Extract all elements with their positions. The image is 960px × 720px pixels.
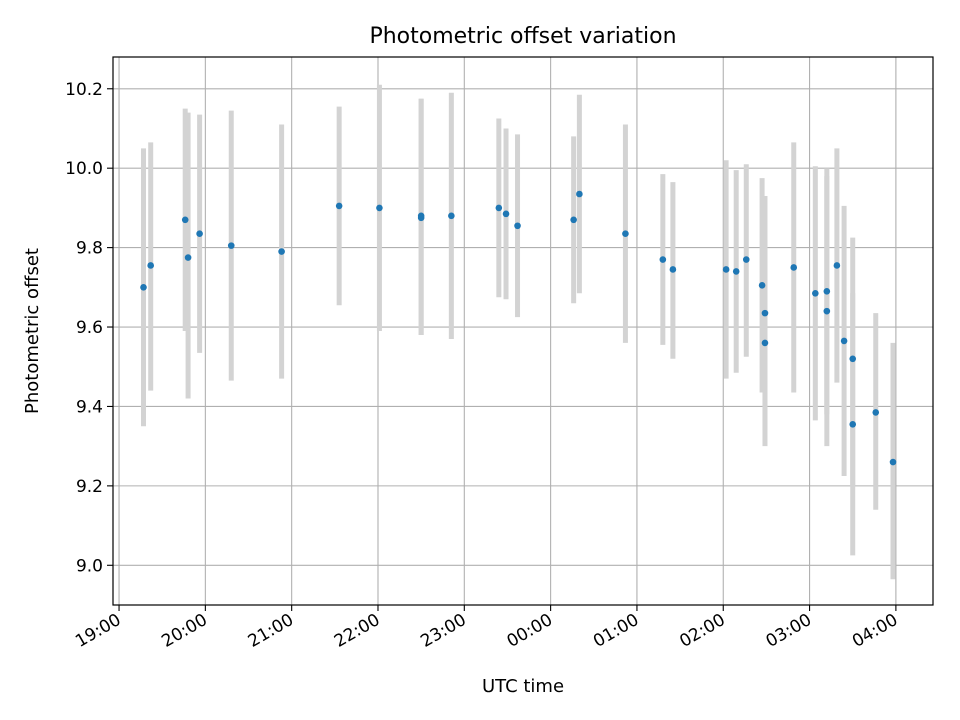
data-point [495, 204, 503, 212]
data-point [761, 339, 769, 347]
data-point [335, 202, 343, 210]
y-axis-label: Photometric offset [22, 248, 43, 414]
grid-lines [113, 57, 933, 605]
data-point [140, 284, 147, 291]
data-point [833, 262, 841, 269]
data-point [823, 287, 831, 295]
data-point [147, 262, 154, 269]
data-point [849, 421, 857, 428]
data-point [758, 282, 766, 289]
y-tick-label: 9.6 [76, 318, 103, 338]
x-tick-label: 23:00 [417, 610, 469, 652]
data-point [812, 289, 819, 297]
data-point [181, 216, 189, 224]
data-point [742, 256, 750, 263]
data-point [840, 337, 848, 345]
data-point [278, 248, 285, 255]
y-tick-label: 9.2 [76, 477, 103, 497]
data-point [889, 458, 897, 466]
error-bars [140, 84, 896, 580]
data-point [196, 230, 203, 238]
y-tick-label: 9.0 [76, 556, 103, 576]
x-tick-label: 04:00 [849, 610, 901, 652]
x-tick-label: 01:00 [590, 610, 642, 652]
chart-title: Photometric offset variation [369, 24, 676, 49]
plot-frame [112, 56, 934, 606]
y-tick-label: 9.4 [76, 397, 103, 417]
data-point [659, 256, 667, 263]
x-tick-label: 02:00 [676, 610, 728, 652]
x-tick-label: 20:00 [158, 610, 210, 652]
x-axis-ticks: 19:00 20:00 21:00 22:00 23:00 00:00 01:00 02:00… [72, 605, 901, 652]
x-tick-label: 22:00 [331, 610, 383, 652]
data-point [227, 242, 235, 249]
y-tick-label: 10.0 [65, 159, 103, 179]
x-tick-label: 03:00 [763, 610, 815, 652]
y-axis-ticks: 9.0 9.2 9.4 9.6 9.8 10.0 10.2 [65, 80, 113, 576]
data-point [732, 268, 740, 275]
data-point [417, 214, 425, 222]
data-point [761, 309, 769, 317]
data-point [502, 210, 510, 218]
data-point [576, 190, 583, 198]
data-points [140, 190, 897, 466]
data-point [872, 409, 880, 416]
data-point [790, 264, 798, 271]
data-point [570, 216, 577, 224]
data-point [514, 222, 521, 230]
x-tick-label: 00:00 [504, 610, 556, 652]
y-tick-label: 9.8 [76, 239, 103, 259]
data-point [849, 355, 857, 363]
data-point [376, 204, 383, 212]
x-tick-label: 19:00 [72, 610, 124, 652]
data-point [184, 254, 192, 261]
data-point [722, 266, 730, 273]
x-axis-label: UTC time [482, 676, 564, 697]
data-point [622, 230, 629, 238]
data-point [823, 307, 831, 315]
x-tick-label: 21:00 [245, 610, 297, 652]
y-tick-label: 10.2 [65, 80, 103, 100]
data-point [448, 212, 455, 220]
data-point [669, 266, 677, 273]
